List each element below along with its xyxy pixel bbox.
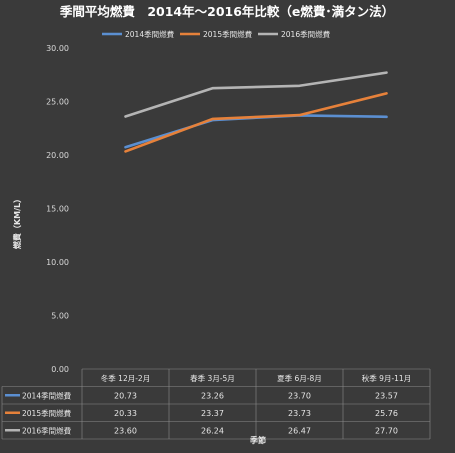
x-tick-label: 秋季 9月-11月 <box>362 373 411 383</box>
y-axis: 0.00 5.00 10.00 15.00 20.00 25.00 30.00 <box>46 44 69 374</box>
x-axis-label: 季節 <box>249 435 266 445</box>
series-line <box>124 92 388 153</box>
data-label: 25.76 <box>375 409 398 418</box>
y-tick-label: 25.00 <box>46 98 69 107</box>
y-tick-label: 15.00 <box>46 205 69 214</box>
table-series-name: 2015季間燃費 <box>22 408 72 418</box>
data-label: 23.73 <box>288 409 311 418</box>
series-line <box>124 114 388 149</box>
y-tick-label: 20.00 <box>46 151 69 160</box>
y-axis-label: 燃費（KM/L） <box>12 195 22 249</box>
data-label: 20.73 <box>114 391 137 400</box>
data-label: 20.33 <box>114 409 137 418</box>
data-label: 27.70 <box>375 426 398 435</box>
y-tick-label: 30.00 <box>46 44 69 53</box>
data-label: 23.70 <box>288 391 311 400</box>
data-label: 23.60 <box>114 426 137 435</box>
y-tick-label: 10.00 <box>46 258 69 267</box>
plot-area <box>124 71 388 153</box>
table-series-name: 2014季間燃費 <box>22 390 72 400</box>
legend-label: 2016季間燃費 <box>281 29 331 39</box>
legend: 2014季間燃費 2015季間燃費 2016季間燃費 <box>102 29 331 39</box>
legend-label: 2014季間燃費 <box>125 29 175 39</box>
data-table: 冬季 12月-2月 春季 3月-5月 夏季 6月-8月 秋季 9月-11月 2014季間… <box>1 368 431 440</box>
y-tick-label: 5.00 <box>51 312 69 321</box>
y-tick-label: 0.00 <box>51 365 69 374</box>
chart-title: 季間平均燃費 2014年～2016年比較（e燃費･満タン法） <box>59 4 394 19</box>
legend-label: 2015季間燃費 <box>203 29 253 39</box>
data-label: 23.26 <box>201 391 224 400</box>
x-tick-label: 春季 3月-5月 <box>190 373 235 383</box>
data-label: 26.47 <box>288 426 311 435</box>
data-label: 23.57 <box>375 391 398 400</box>
x-tick-label: 夏季 6月-8月 <box>277 373 322 383</box>
data-label: 26.24 <box>201 426 224 435</box>
table-series-name: 2016季間燃費 <box>22 425 72 435</box>
x-tick-label: 冬季 12月-2月 <box>101 373 150 383</box>
data-label: 23.37 <box>201 409 224 418</box>
series-line <box>124 71 388 118</box>
